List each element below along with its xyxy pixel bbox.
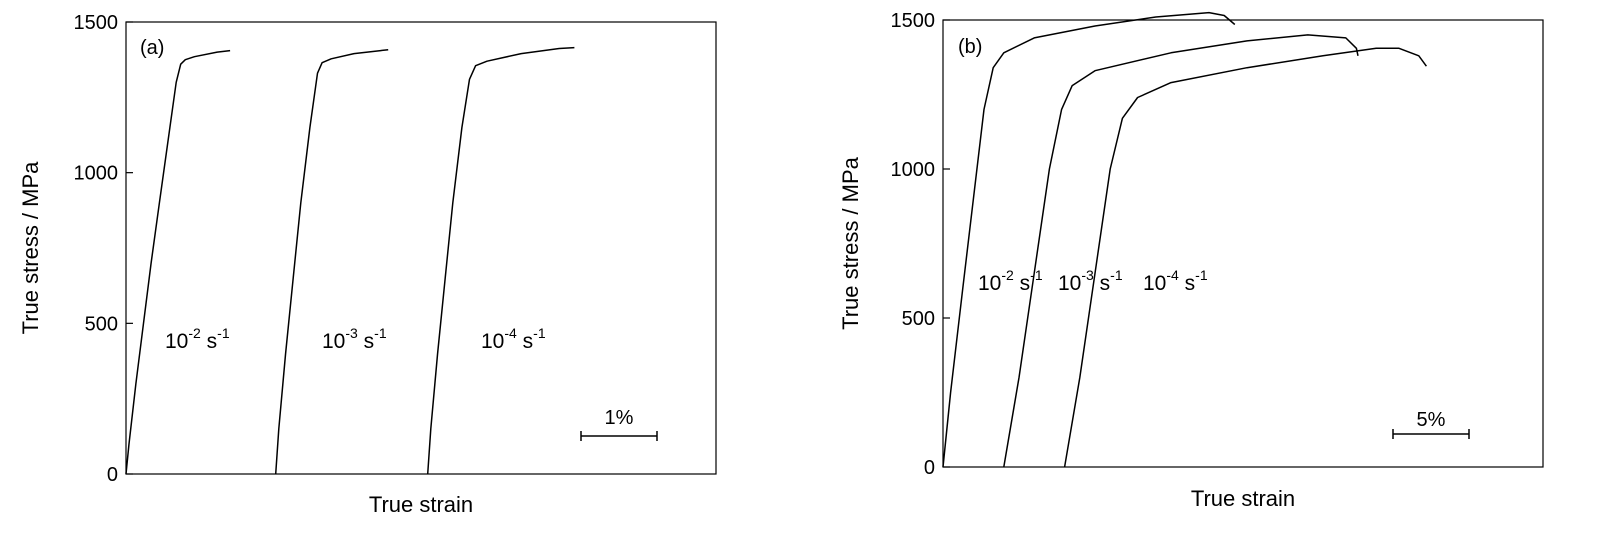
- series-label: 10-3 s-1: [322, 325, 387, 353]
- scale-bar-label: 5%: [1417, 409, 1446, 431]
- series-label: 10-4 s-1: [1143, 267, 1208, 295]
- series-line-m2: [125, 49, 231, 475]
- plot-frame: [125, 21, 717, 475]
- x-axis-title: True strain: [1191, 486, 1295, 511]
- series-label: 10-3 s-1: [1058, 267, 1123, 295]
- series-label: 10-2 s-1: [978, 267, 1043, 295]
- scale-bar: 5%: [1392, 409, 1470, 439]
- y-tick-label: 1500: [891, 10, 936, 32]
- y-tick-label: 1500: [74, 12, 119, 34]
- y-axis-title: True stress / MPa: [18, 161, 43, 335]
- y-tick-label: 500: [85, 313, 118, 335]
- plot-frame: [942, 19, 1544, 468]
- y-tick-label: 1000: [74, 163, 119, 185]
- series-line-m4: [1063, 47, 1428, 468]
- y-tick-label: 0: [924, 457, 935, 479]
- series-line-m2: [942, 11, 1236, 468]
- panel-a: 0 500 1000 1500 True stress / MPa True strain…: [18, 12, 717, 517]
- x-axis-title: True strain: [369, 492, 473, 517]
- y-tick-label: 1000: [891, 159, 936, 181]
- panel-label: (a): [140, 37, 164, 59]
- y-tick-label: 0: [107, 464, 118, 486]
- scale-bar-label: 1%: [605, 407, 634, 429]
- panel-b: 0 500 1000 1500 True stress / MPa True strain…: [838, 10, 1544, 511]
- panel-label: (b): [958, 36, 982, 58]
- series-label: 10-4 s-1: [481, 325, 546, 353]
- y-tick-label: 500: [902, 308, 935, 330]
- y-axis-title: True stress / MPa: [838, 156, 863, 330]
- series-label: 10-2 s-1: [165, 325, 230, 353]
- series-line-m4: [426, 46, 575, 475]
- scale-bar: 1%: [580, 407, 658, 441]
- series-line-m3: [274, 48, 389, 475]
- series-line-m3: [1003, 34, 1359, 468]
